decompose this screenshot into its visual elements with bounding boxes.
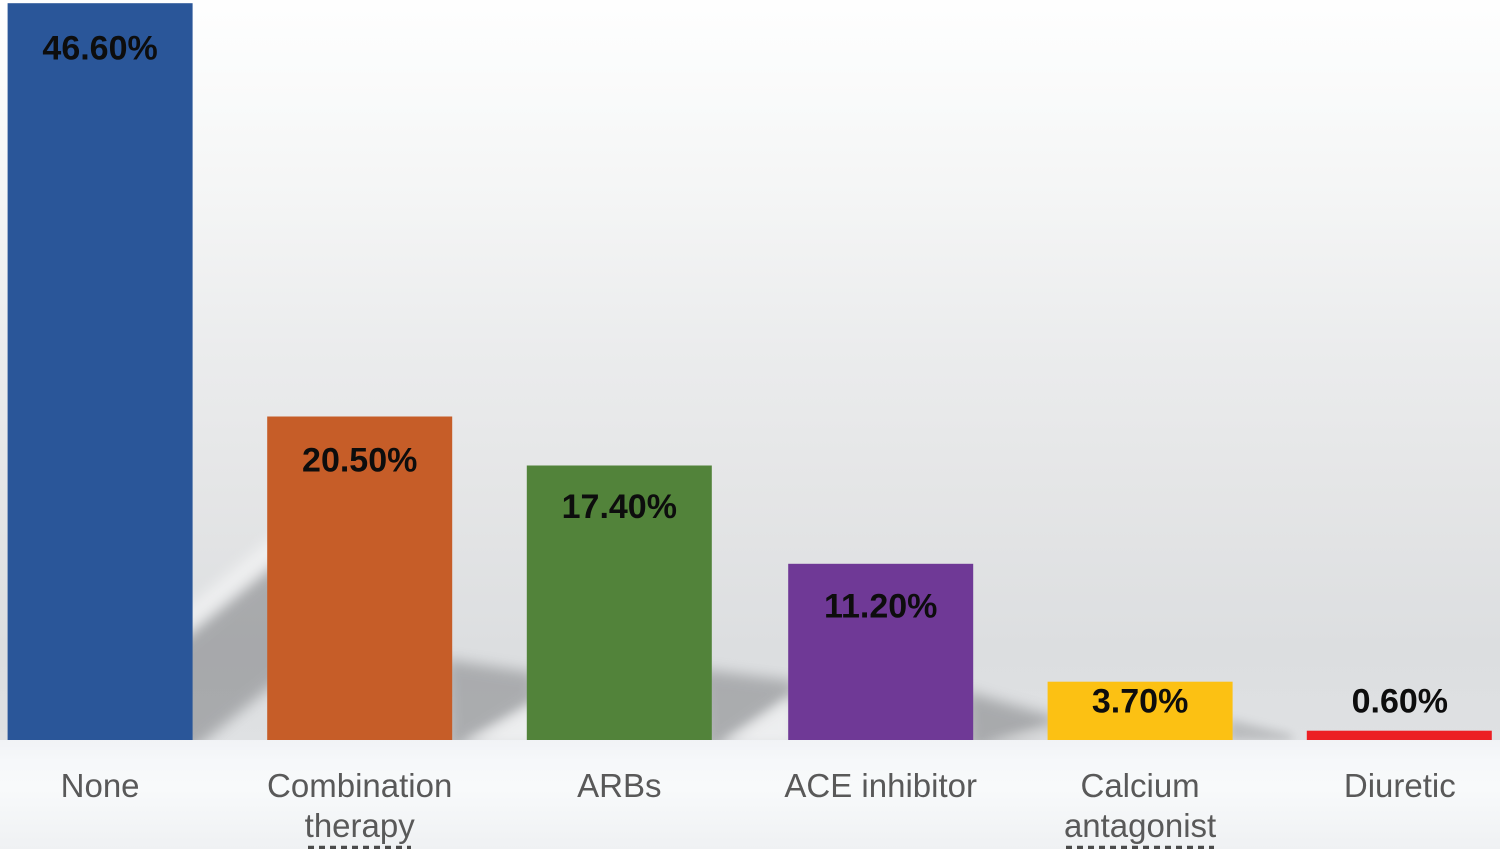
svg-text:3.70%: 3.70% — [1092, 682, 1188, 720]
svg-text:antagonist: antagonist — [1064, 807, 1216, 844]
svg-text:ARBs: ARBs — [577, 767, 661, 804]
svg-text:0.60%: 0.60% — [1352, 683, 1448, 721]
svg-text:46.60%: 46.60% — [42, 30, 157, 68]
svg-text:therapy: therapy — [305, 807, 416, 844]
svg-text:17.40%: 17.40% — [562, 488, 677, 526]
svg-text:Combination: Combination — [267, 767, 452, 804]
svg-text:Calcium: Calcium — [1080, 767, 1199, 804]
svg-text:11.20%: 11.20% — [824, 587, 937, 625]
svg-text:Diuretic: Diuretic — [1344, 767, 1456, 804]
svg-text:ACE inhibitor: ACE inhibitor — [784, 767, 977, 804]
svg-text:None: None — [61, 767, 140, 804]
svg-text:20.50%: 20.50% — [302, 441, 417, 479]
